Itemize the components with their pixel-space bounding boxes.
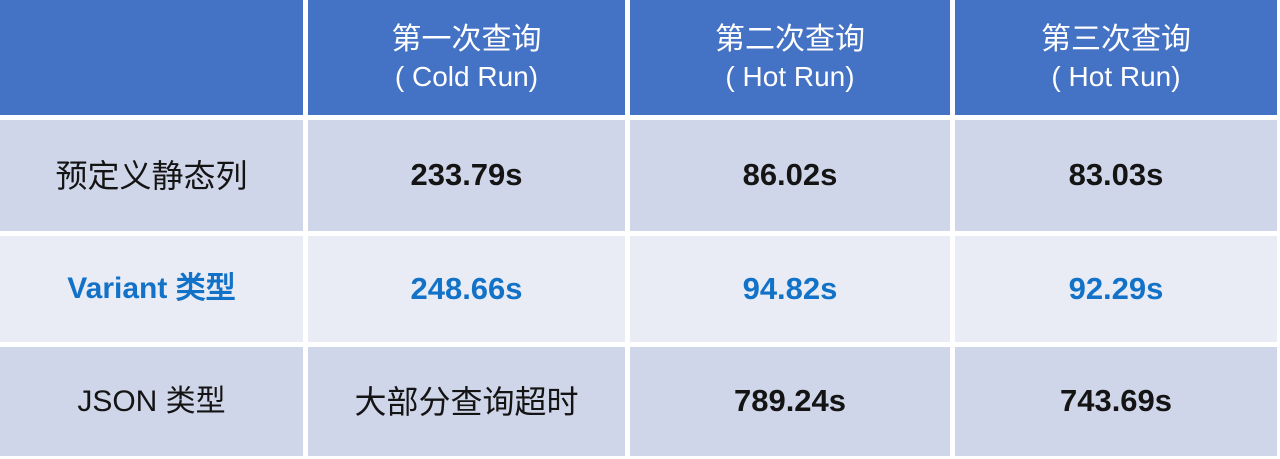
header-title-en: ( Cold Run) [394,60,539,92]
cell-json-hot-run-2: 789.24s [630,347,950,456]
header-title-zh: 第一次查询 [391,23,542,57]
cell-json-hot-run-3: 743.69s [955,347,1277,456]
cell-variant-hot-run-3: 92.29s [955,236,1277,342]
header-title-en: ( Hot Run) [1051,60,1181,92]
header-corner-cell [0,0,303,115]
cell-static-hot-run-2: 86.02s [630,120,950,231]
cell-json-cold-run: 大部分查询超时 [308,347,625,456]
row-label-json-type: JSON 类型 [0,347,303,456]
header-cell-run1: 第一次查询 ( Cold Run) [308,0,625,115]
header-cell-run3: 第三次查询 ( Hot Run) [955,0,1277,115]
row-label-variant-type: Variant 类型 [0,236,303,342]
cell-static-hot-run-3: 83.03s [955,120,1277,231]
header-title-zh: 第三次查询 [1041,23,1191,57]
row-label-static-columns: 预定义静态列 [0,120,303,231]
header-title-en: ( Hot Run) [725,60,855,92]
cell-variant-cold-run: 248.66s [308,236,625,342]
header-cell-run2: 第二次查询 ( Hot Run) [630,0,950,115]
cell-static-cold-run: 233.79s [308,120,625,231]
header-title-zh: 第二次查询 [715,23,865,57]
cell-variant-hot-run-2: 94.82s [630,236,950,342]
